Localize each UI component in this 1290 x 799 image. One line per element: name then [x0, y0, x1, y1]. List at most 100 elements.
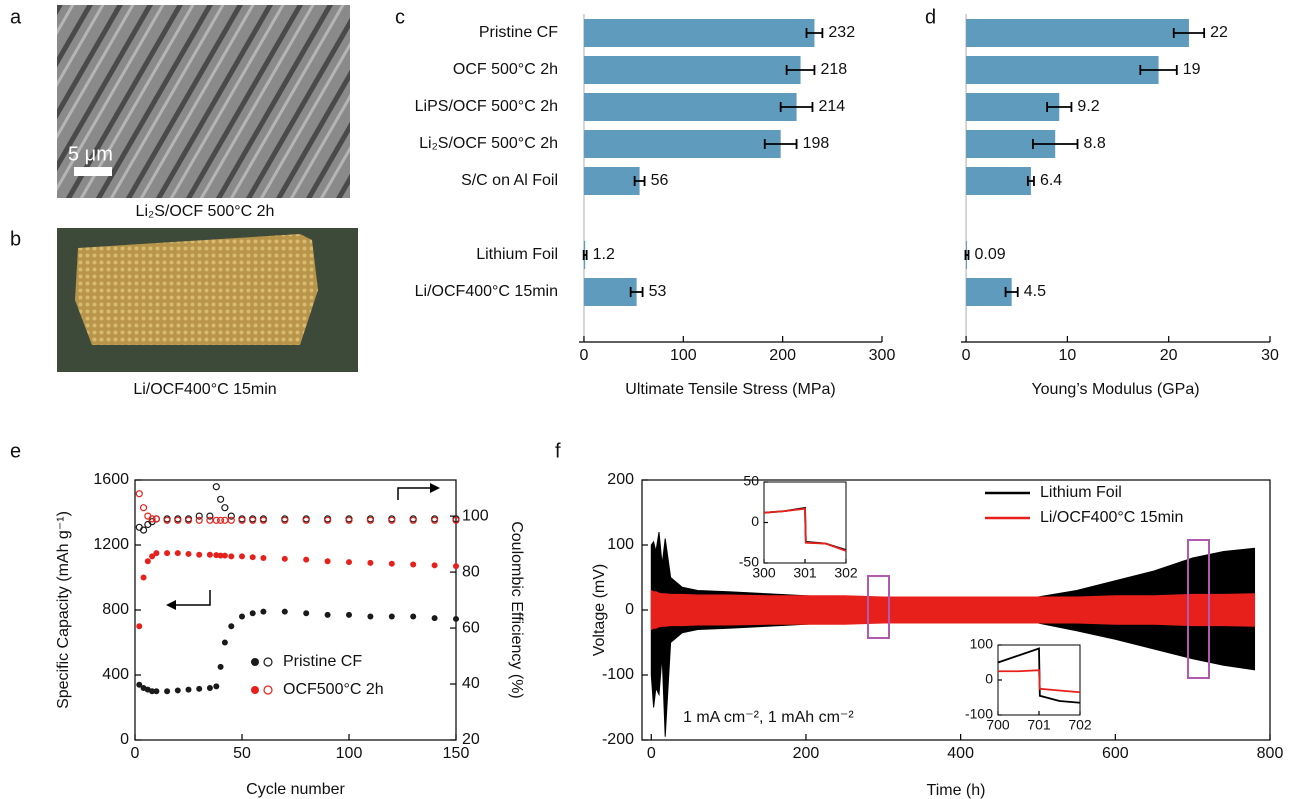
capacity-point: [410, 613, 417, 620]
capacity-point: [140, 574, 147, 581]
y-tick-label: -100: [602, 666, 634, 683]
x-tick-label: 400: [947, 745, 974, 762]
value-label: 56: [651, 172, 669, 189]
panel-label: d: [925, 6, 936, 28]
inset-y-tick-label: -100: [965, 706, 993, 722]
x-axis-label: Ultimate Tensile Stress (MPa): [625, 381, 835, 398]
legend-marker: [263, 685, 273, 695]
y2-tick-label: 80: [462, 563, 480, 580]
legend-label: Li/OCF400°C 15min: [1040, 509, 1183, 526]
capacity-point: [196, 685, 203, 692]
caption: Li₂S/OCF 500°C 2h: [136, 203, 275, 220]
inset-line: [998, 669, 1081, 694]
panel-label: b: [10, 228, 21, 250]
y-axis-label: Specific Capacity (mAh g⁻¹): [55, 511, 72, 709]
value-label: 6.4: [1040, 172, 1062, 189]
value-label: 9.2: [1077, 98, 1099, 115]
efficiency-point: [345, 516, 353, 524]
x-tick-label: 10: [1058, 347, 1076, 364]
capacity-point: [260, 555, 267, 561]
capacity-point: [144, 558, 151, 565]
capacity-point: [260, 608, 267, 615]
caption: Li/OCF400°C 15min: [133, 381, 276, 398]
capacity-point: [388, 560, 395, 567]
x-axis-label: Cycle number: [246, 781, 345, 798]
y-tick-label: 0: [625, 601, 634, 618]
efficiency-point: [227, 512, 235, 520]
capacity-point: [153, 688, 160, 695]
inset-y-tick-label: 50: [743, 473, 759, 489]
inset-y-tick-label: 100: [970, 636, 994, 652]
efficiency-point: [135, 490, 143, 498]
capacity-point: [453, 563, 459, 570]
capacity-point: [410, 561, 417, 568]
voltage-envelope: [650, 609, 1256, 631]
efficiency-point: [206, 516, 214, 524]
y-tick-label: 0: [120, 731, 129, 748]
inset-y-tick-label: 0: [985, 671, 993, 687]
capacity-point: [206, 685, 213, 691]
capacity-point: [221, 552, 228, 559]
efficiency-point: [139, 526, 148, 534]
y-tick-label: 200: [607, 471, 634, 488]
inset-x-tick-label: 700: [986, 717, 1010, 733]
efficiency-point: [195, 516, 203, 524]
efficiency-point: [431, 516, 439, 524]
inset-x-tick-label: 301: [793, 565, 817, 581]
x-tick-label: 600: [1102, 745, 1129, 762]
value-label: 1.2: [593, 246, 615, 263]
capacity-point: [206, 551, 213, 558]
capacity-point: [346, 611, 352, 618]
efficiency-point: [152, 515, 160, 523]
efficiency-point: [227, 516, 235, 524]
voltage-envelope: [650, 589, 1256, 611]
x-tick-label: 0: [647, 745, 656, 762]
error-bar: [582, 250, 588, 260]
capacity-point: [281, 608, 288, 615]
inset-x-tick-label: 302: [834, 565, 858, 581]
y2-axis-label: Coulombic Efficiency (%): [508, 521, 525, 699]
panel-label: a: [10, 6, 22, 28]
capacity-point: [249, 554, 256, 561]
legend-label: Pristine CF: [283, 653, 362, 670]
bar: [966, 167, 1031, 195]
category-label: Li₂S/OCF 500°C 2h: [419, 135, 558, 152]
capacity-point: [388, 613, 395, 620]
legend-label: Lithium Foil: [1040, 484, 1122, 501]
capacity-point: [453, 615, 459, 622]
bar: [966, 56, 1159, 84]
capacity-point: [249, 610, 256, 617]
category-label: Lithium Foil: [476, 246, 558, 263]
bar: [966, 93, 1060, 121]
y-tick-label: 1600: [93, 471, 129, 488]
error-bar: [1004, 287, 1019, 297]
x-tick-label: 50: [233, 745, 251, 762]
capacity-point: [346, 559, 352, 566]
capacity-point: [431, 615, 438, 622]
capacity-point: [431, 562, 438, 569]
value-label: 19: [1183, 61, 1201, 78]
efficiency-point: [409, 516, 417, 524]
panel-label: f: [555, 440, 561, 462]
x-tick-label: 300: [869, 347, 896, 364]
efficiency-point: [184, 516, 193, 524]
value-label: 4.5: [1024, 283, 1046, 300]
x-tick-label: 200: [793, 745, 820, 762]
y-tick-label: -200: [602, 731, 634, 748]
x-tick-label: 150: [443, 745, 470, 762]
capacity-point: [324, 611, 331, 618]
efficiency-point: [212, 483, 220, 491]
capacity-point: [164, 550, 171, 557]
capacity-point: [174, 687, 181, 694]
efficiency-point: [302, 516, 310, 524]
x-tick-label: 20: [1160, 347, 1178, 364]
axis-arrow-head: [430, 483, 440, 493]
bar: [966, 19, 1189, 47]
capacity-point: [153, 550, 160, 557]
legend-marker: [251, 686, 259, 694]
capacity-point: [281, 555, 288, 562]
capacity-point: [174, 550, 181, 557]
x-tick-label: 100: [336, 745, 363, 762]
axis-arrow: [397, 487, 436, 500]
sem-image: [57, 5, 350, 198]
